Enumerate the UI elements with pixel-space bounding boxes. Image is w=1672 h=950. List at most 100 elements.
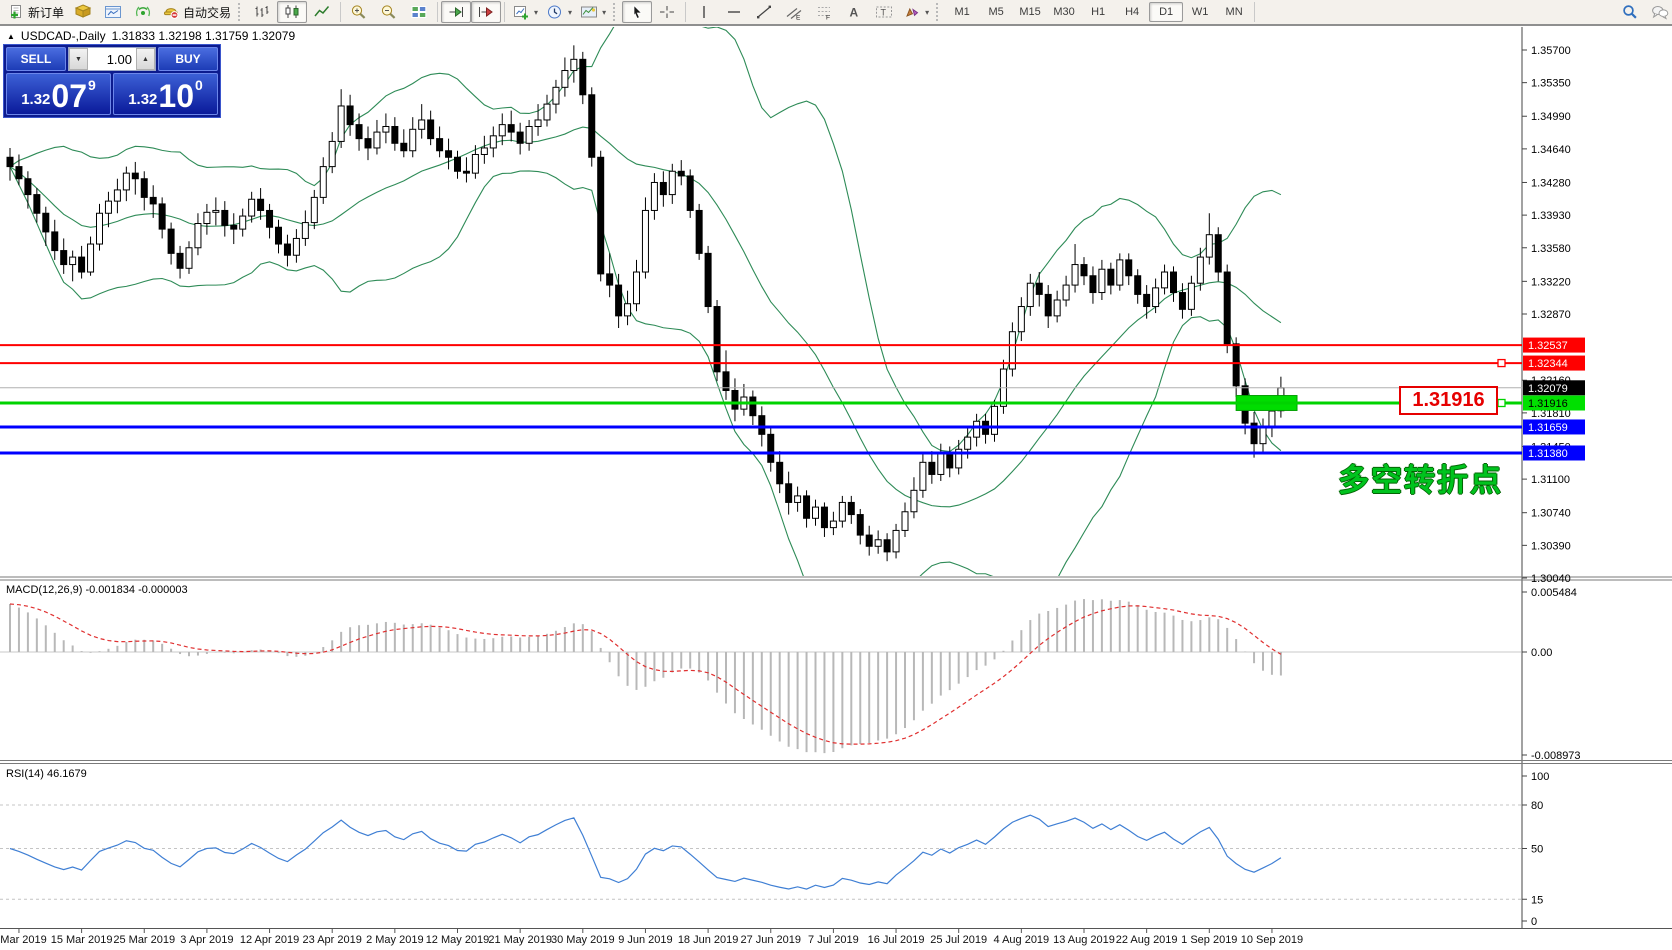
buy-price-main: 1.32 — [128, 91, 158, 108]
buy-price-pips: 10 — [158, 77, 194, 114]
svg-text:22 Aug 2019: 22 Aug 2019 — [1116, 934, 1178, 946]
timeframe-m15-button[interactable]: M15 — [1019, 6, 1041, 18]
buy-price-button[interactable]: 1.32 10 0 — [113, 73, 218, 115]
volume-decrease-button[interactable]: ▼ — [69, 48, 88, 70]
macd-histogram — [0, 599, 1521, 754]
profiles-button[interactable]: ▾ — [576, 1, 610, 23]
svg-text:1.31380: 1.31380 — [1528, 448, 1568, 460]
svg-text:A: A — [850, 6, 859, 20]
arrows-button[interactable]: ▾ — [899, 1, 933, 23]
new-order-button[interactable]: 新订单 — [3, 1, 68, 23]
text-label-button[interactable]: T — [869, 1, 899, 23]
svg-text:18 Jun 2019: 18 Jun 2019 — [678, 934, 739, 946]
sell-button[interactable]: SELL — [6, 47, 66, 71]
svg-text:5 Mar 2019: 5 Mar 2019 — [0, 934, 47, 946]
autotrade-button[interactable]: 自动交易 — [158, 1, 235, 23]
svg-text:23 Apr 2019: 23 Apr 2019 — [303, 934, 362, 946]
collapse-panel-icon[interactable]: ▲ — [7, 31, 15, 41]
timeframe-d1-button[interactable]: D1 — [1149, 2, 1184, 22]
sell-price-main: 1.32 — [21, 91, 51, 108]
market-watch-button[interactable] — [68, 1, 98, 23]
timeframe-m30-button[interactable]: M30 — [1053, 6, 1075, 18]
hline-1.32344[interactable]: 1.32344 — [0, 355, 1585, 371]
hline-1.31380[interactable]: 1.31380 — [0, 445, 1585, 461]
buy-button[interactable]: BUY — [158, 47, 218, 71]
svg-text:F: F — [826, 15, 830, 21]
timeframe-w1-button[interactable]: W1 — [1191, 6, 1209, 18]
arrows-icon — [903, 4, 921, 20]
data-window-button[interactable] — [98, 1, 128, 23]
svg-text:10 Sep 2019: 10 Sep 2019 — [1241, 934, 1303, 946]
search-button[interactable] — [1615, 1, 1645, 23]
macd-label: MACD(12,26,9) -0.001834 -0.000003 — [6, 584, 188, 596]
autotrade-icon — [162, 4, 180, 20]
toolbar-separator — [685, 2, 687, 22]
crosshair-button[interactable] — [652, 1, 682, 23]
dropdown-caret-icon: ▾ — [568, 7, 573, 17]
svg-text:1.31810: 1.31810 — [1531, 408, 1571, 420]
svg-text:1.34990: 1.34990 — [1531, 111, 1571, 123]
current-price-axis-label: 1.32079 — [1528, 383, 1568, 395]
timeframe-m5-button[interactable]: M5 — [988, 6, 1004, 18]
auto-scroll-button[interactable] — [441, 1, 472, 23]
annotation-text[interactable]: 多空转折点 — [1338, 463, 1503, 498]
new-chart-icon — [512, 4, 530, 20]
svg-text:1.32344: 1.32344 — [1528, 358, 1568, 370]
fibonacci-button[interactable]: F — [809, 1, 839, 23]
chart-line-icon — [313, 4, 331, 20]
svg-text:12 May 2019: 12 May 2019 — [426, 934, 490, 946]
chart-candles-icon — [283, 4, 301, 20]
toolbar-separator — [437, 2, 439, 22]
svg-text:1.32537: 1.32537 — [1528, 340, 1568, 352]
period-clock-icon — [546, 4, 564, 20]
chat-button[interactable] — [1645, 1, 1672, 23]
tile-windows-button[interactable] — [404, 1, 434, 23]
svg-text:0.00: 0.00 — [1531, 647, 1552, 659]
svg-text:E: E — [796, 15, 801, 21]
volume-input[interactable] — [88, 48, 136, 70]
bar-chart-button[interactable] — [247, 1, 277, 23]
zoom-in-icon — [350, 4, 368, 20]
timeframe-h1-button[interactable]: H1 — [1091, 6, 1106, 18]
hline-1.32537[interactable]: 1.32537 — [0, 337, 1585, 353]
new-chart-button[interactable]: ▾ — [508, 1, 542, 23]
timeframe-m1-button[interactable]: M1 — [954, 6, 970, 18]
sell-price-point: 9 — [88, 77, 96, 93]
svg-text:4 Aug 2019: 4 Aug 2019 — [994, 934, 1050, 946]
svg-text:1.34280: 1.34280 — [1531, 177, 1571, 189]
sell-price-button[interactable]: 1.32 07 9 — [6, 73, 111, 115]
hline-1.31659[interactable]: 1.31659 — [0, 419, 1585, 435]
svg-text:15 Mar 2019: 15 Mar 2019 — [51, 934, 113, 946]
chart-shift-button[interactable] — [471, 1, 502, 23]
trendline-button[interactable] — [749, 1, 779, 23]
timeframe-mn-button[interactable]: MN — [1225, 6, 1243, 18]
zoom-in-button[interactable] — [344, 1, 374, 23]
equidistant-channel-button[interactable]: E — [779, 1, 809, 23]
line-chart-button[interactable] — [307, 1, 337, 23]
svg-text:13 Aug 2019: 13 Aug 2019 — [1053, 934, 1115, 946]
cursor-button[interactable] — [622, 1, 653, 23]
text-button[interactable]: A — [839, 1, 869, 23]
search-icon — [1621, 4, 1639, 20]
price-callout-label[interactable]: 1.31916 — [1399, 386, 1498, 415]
timeframe-h4-button[interactable]: H4 — [1125, 6, 1140, 18]
svg-text:1.30040: 1.30040 — [1531, 573, 1571, 585]
svg-text:1.31100: 1.31100 — [1531, 474, 1570, 486]
volume-increase-button[interactable]: ▲ — [136, 48, 155, 70]
horizontal-line-button[interactable] — [719, 1, 749, 23]
candlestick-chart-button[interactable] — [277, 1, 308, 23]
dropdown-caret-icon: ▾ — [534, 7, 539, 17]
period-button[interactable]: ▾ — [542, 1, 576, 23]
svg-text:1.31916: 1.31916 — [1528, 398, 1568, 410]
hline-1.31916[interactable]: 1.31916 — [0, 395, 1585, 411]
signals-button[interactable] — [128, 1, 158, 23]
svg-text:1 Sep 2019: 1 Sep 2019 — [1181, 934, 1237, 946]
svg-text:15: 15 — [1531, 894, 1543, 906]
chart-shift-icon — [477, 4, 495, 20]
toolbar-grip — [936, 3, 941, 21]
vertical-line-button[interactable] — [689, 1, 719, 23]
zoom-out-button[interactable] — [374, 1, 404, 23]
